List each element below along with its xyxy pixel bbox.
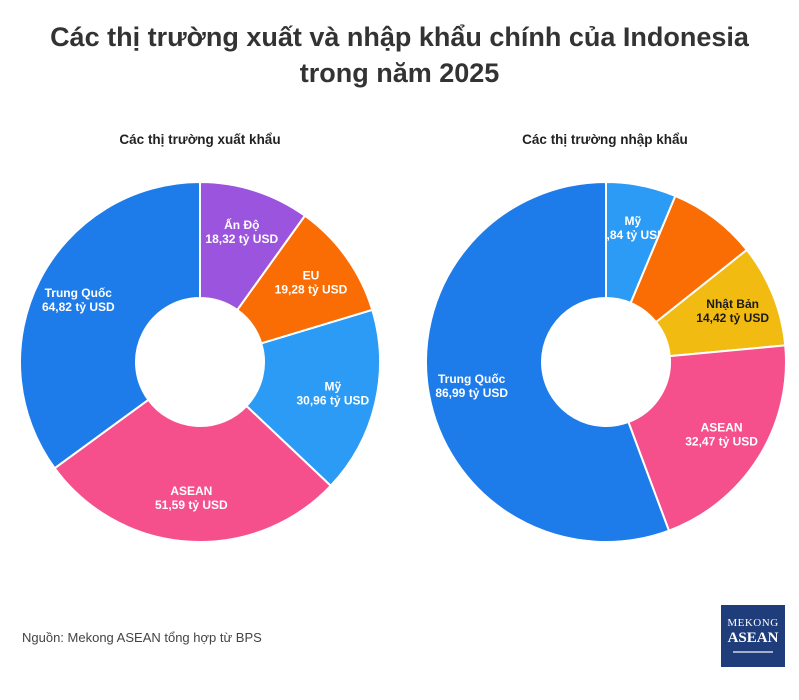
donut-slice [627, 344, 787, 532]
logo-line1: MEKONG [727, 617, 779, 629]
slice-value: 51,59 tỷ USD [155, 498, 228, 512]
slice-value: 19,28 tỷ USD [275, 283, 348, 297]
logo-line2: ASEAN [727, 630, 779, 646]
slice-label: ASEAN 32,47 tỷ USD [685, 421, 758, 449]
slice-label: Trung Quốc 86,99 tỷ USD [435, 372, 508, 400]
chart-title-line1: Các thị trường xuất và nhập khẩu chính c… [50, 22, 749, 52]
mekong-asean-logo: MEKONG ASEAN [721, 605, 785, 667]
slice-label: ASEAN 51,59 tỷ USD [155, 484, 228, 512]
slice-label: EU 19,28 tỷ USD [275, 269, 348, 297]
slice-category: Nhật Bản [706, 297, 759, 311]
slice-category: Mỹ [624, 214, 641, 228]
donut-slice [53, 398, 333, 543]
donut-slice [425, 180, 671, 543]
slice-label: Mỹ 9,84 tỷ USD [600, 214, 666, 242]
slice-category: EU [303, 269, 320, 283]
source-note: Nguồn: Mekong ASEAN tổng hợp từ BPS [22, 630, 262, 645]
slice-value: 32,47 tỷ USD [685, 435, 758, 449]
donut-slice [199, 180, 307, 312]
slice-value: 86,99 tỷ USD [435, 386, 508, 400]
donut-slice [19, 180, 201, 470]
slice-value: 64,82 tỷ USD [42, 300, 115, 314]
slice-value: 18,32 tỷ USD [205, 232, 278, 246]
chart-title-line2: trong năm 2025 [299, 58, 500, 88]
slice-category: Ấn Độ [224, 217, 259, 232]
logo-rule [733, 651, 773, 653]
slice-label: Ấn Độ 18,32 tỷ USD [205, 217, 278, 246]
slice-value: 9,84 tỷ USD [600, 228, 666, 242]
slice-value: 30,96 tỷ USD [296, 393, 369, 407]
slice-category: ASEAN [170, 484, 212, 498]
donut-slice [245, 308, 381, 488]
import-chart-title: Các thị trường nhập khẩu [522, 132, 688, 147]
slice-label: Nhật Bản 14,42 tỷ USD [696, 297, 769, 325]
slice-value: 14,42 tỷ USD [696, 311, 769, 325]
slice-label: Mỹ 30,96 tỷ USD [296, 379, 369, 407]
slice-category: Trung Quốc [438, 372, 506, 386]
slice-category: Mỹ [324, 379, 341, 393]
export-chart-title: Các thị trường xuất khẩu [119, 132, 281, 147]
slice-category: Trung Quốc [45, 286, 113, 300]
slice-label: Trung Quốc 64,82 tỷ USD [42, 286, 115, 314]
slice-category: ASEAN [701, 421, 743, 435]
